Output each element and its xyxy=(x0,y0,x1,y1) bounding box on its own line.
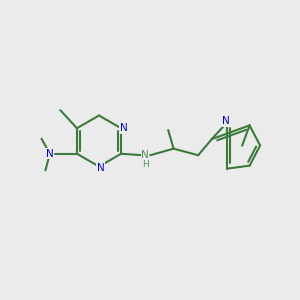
Text: N: N xyxy=(97,163,104,173)
Text: N: N xyxy=(222,116,230,127)
Text: N: N xyxy=(141,150,149,160)
Text: H: H xyxy=(142,160,148,169)
Text: N: N xyxy=(120,123,128,133)
Text: N: N xyxy=(46,149,54,159)
